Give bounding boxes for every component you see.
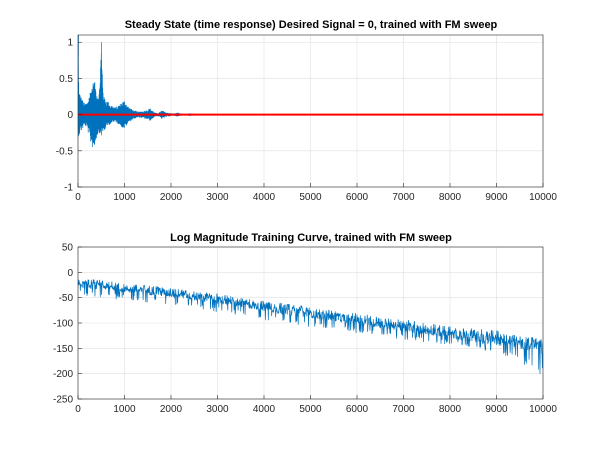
- plot-1-xtick-label: 10000: [529, 192, 557, 203]
- plot-1-ticks: 0 1000 2000 3000 4000 5000 6000 7000 8000 9000 100…: [56, 38, 558, 203]
- plot-1-xtick-label: 1000: [113, 192, 136, 203]
- plot-1-ytick-label: 0.5: [59, 74, 73, 85]
- plot-2-ytick-label: -150: [53, 344, 73, 355]
- plot-2-title: Log Magnitude Training Curve, trained wi…: [170, 232, 452, 244]
- plot-1-ytick-label: -0.5: [56, 146, 74, 157]
- plot-2-xtick-label: 6000: [346, 404, 369, 415]
- plot-2-xtick-label: 3000: [206, 404, 229, 415]
- plot-1-xtick-label: 4000: [253, 192, 276, 203]
- plot-2-series-0-line: [78, 278, 543, 374]
- plot-2-xtick-label: 1000: [113, 404, 136, 415]
- plot-1-xtick-label: 5000: [299, 192, 322, 203]
- plot-2-ytick-label: 0: [67, 268, 73, 279]
- plot-1-title: Steady State (time response) Desired Sig…: [125, 19, 498, 31]
- plot-1-xtick-label: 2000: [160, 192, 183, 203]
- plot-2-ytick-label: -250: [53, 395, 73, 406]
- plot-2-ytick-label: -200: [53, 369, 73, 380]
- plot-2-ytick-label: 50: [62, 243, 74, 254]
- plot-1-ytick-label: -1: [64, 183, 73, 194]
- plot-2-xtick-label: 8000: [439, 404, 462, 415]
- plot-2-xtick-label: 10000: [529, 404, 557, 415]
- log-magnitude-plot: Log Magnitude Training Curve, trained wi…: [53, 232, 557, 415]
- plot-1-xtick-label: 0: [75, 192, 81, 203]
- plot-2-xtick-label: 4000: [253, 404, 276, 415]
- plot-1-xtick-label: 9000: [485, 192, 508, 203]
- plot-1-ytick-label: 1: [67, 38, 73, 49]
- plot-2-ytick-label: -50: [59, 293, 74, 304]
- plot-1-xtick-label: 6000: [346, 192, 369, 203]
- plot-2-data: [78, 278, 543, 374]
- plot-2-ytick-label: -100: [53, 319, 73, 330]
- plot-1-ytick-label: 0: [67, 110, 73, 121]
- plot-2-xtick-label: 7000: [392, 404, 415, 415]
- plot-2-xtick-label: 9000: [485, 404, 508, 415]
- plot-2-xtick-label: 0: [75, 404, 81, 415]
- plot-1-xtick-label: 7000: [392, 192, 415, 203]
- plot-1-xtick-label: 8000: [439, 192, 462, 203]
- plot-2-xtick-label: 5000: [299, 404, 322, 415]
- steady-state-plot: Steady State (time response) Desired Sig…: [56, 19, 558, 203]
- plot-1-xtick-label: 3000: [206, 192, 229, 203]
- plot-2-xtick-label: 2000: [160, 404, 183, 415]
- plot-2-ticks: 0 1000 2000 3000 4000 5000 6000 7000 8000 9000 100…: [53, 243, 557, 416]
